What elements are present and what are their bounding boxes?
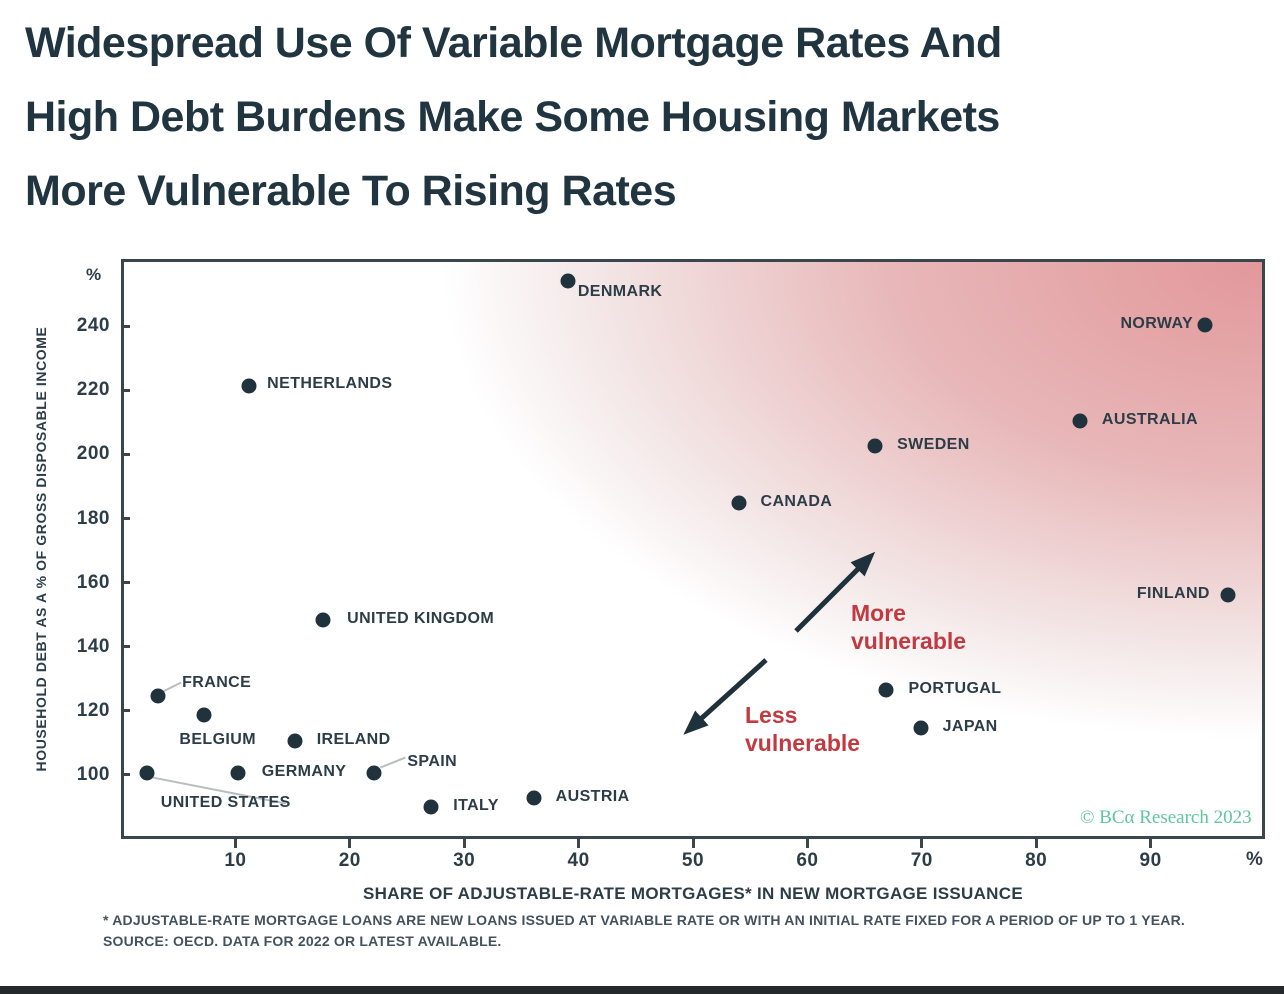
country-label: ITALY: [453, 797, 499, 815]
x-tick-label: 20: [338, 850, 361, 871]
country-label: CANADA: [760, 493, 833, 511]
scatter-plot-area: DENMARK NORWAY NETHERLANDS AUSTRALIA SWEDEN C…: [121, 259, 1265, 839]
x-tick-label: 70: [910, 850, 933, 871]
data-point-france: [150, 688, 166, 704]
x-tick-mark: [920, 839, 924, 848]
data-point-united-kingdom: [315, 612, 331, 628]
x-axis-unit: %: [1246, 849, 1263, 870]
y-tick-mark: [121, 517, 130, 521]
x-tick-label: 60: [796, 850, 819, 871]
country-label: DENMARK: [577, 283, 663, 301]
x-tick-label: 50: [681, 850, 705, 871]
y-tick-mark: [121, 388, 130, 392]
y-tick-label: 120: [76, 699, 110, 721]
country-label: UNITED STATES: [160, 793, 291, 811]
y-tick-label: 100: [76, 763, 110, 785]
x-tick-label: 40: [567, 850, 590, 871]
country-label: SPAIN: [407, 752, 458, 770]
y-tick-mark: [121, 645, 130, 649]
headline-line-2: High Debt Burdens Make Some Housing Mark…: [25, 93, 1000, 141]
y-tick-mark: [121, 773, 130, 777]
label-connector-line: [152, 776, 286, 805]
more-vulnerable-label: More vulnerable: [851, 600, 967, 654]
country-label: IRELAND: [316, 730, 391, 748]
country-label: UNITED KINGDOM: [347, 610, 495, 628]
data-point-germany: [230, 765, 246, 781]
data-point-spain: [366, 765, 382, 781]
y-tick-label: 160: [76, 571, 110, 593]
country-label: FRANCE: [182, 674, 252, 692]
country-label: GERMANY: [261, 762, 347, 780]
country-label: AUSTRIA: [555, 787, 630, 805]
footnote-definition: * ADJUSTABLE-RATE MORTGAGE LOANS ARE NEW…: [103, 912, 1186, 928]
country-label: BELGIUM: [179, 731, 256, 749]
data-point-austria: [526, 790, 542, 806]
y-tick-label: 200: [76, 443, 110, 465]
x-tick-mark: [577, 839, 581, 848]
x-axis-title: SHARE OF ADJUSTABLE-RATE MORTGAGES* IN N…: [363, 884, 1023, 903]
y-tick-label: 140: [76, 635, 110, 657]
y-tick-mark: [121, 709, 130, 713]
bottom-divider-bar: [0, 986, 1284, 994]
data-point-united-states: [139, 765, 155, 781]
data-point-finland: [1220, 587, 1236, 603]
country-label: NORWAY: [1120, 315, 1194, 333]
data-point-denmark: [560, 273, 576, 289]
chart-headline: Widespread Use Of Variable Mortgage Rate…: [25, 6, 1245, 228]
data-point-australia: [1072, 413, 1088, 429]
country-label: NETHERLANDS: [267, 374, 393, 392]
headline-line-1: Widespread Use Of Variable Mortgage Rate…: [25, 19, 1002, 67]
annotation-arrows-layer: [152, 551, 876, 805]
x-tick-mark: [691, 839, 695, 848]
country-label: JAPAN: [942, 718, 998, 736]
x-tick-mark: [1149, 839, 1153, 848]
y-tick-label: 240: [76, 315, 110, 337]
y-tick-mark: [121, 581, 130, 585]
y-tick-mark: [121, 452, 130, 456]
data-point-netherlands: [241, 378, 257, 394]
data-point-italy: [423, 799, 439, 815]
x-tick-mark: [1034, 839, 1038, 848]
more-vulnerable-arrow: [794, 551, 876, 633]
data-point-japan: [913, 720, 929, 736]
headline-line-3: More Vulnerable To Rising Rates: [25, 167, 677, 215]
x-tick-mark: [462, 839, 466, 848]
x-tick-label: 30: [453, 850, 476, 871]
x-tick-label: 90: [1139, 850, 1162, 871]
label-connector-line: [162, 681, 182, 693]
y-tick-mark: [121, 324, 130, 328]
x-tick-mark: [348, 839, 352, 848]
x-tick-mark: [233, 839, 237, 848]
y-tick-label: 180: [76, 507, 110, 529]
data-point-canada: [731, 495, 747, 511]
x-tick-mark: [805, 839, 809, 848]
y-axis-unit: %: [86, 265, 102, 284]
data-point-norway: [1197, 317, 1213, 333]
source-credit: © BCα Research 2023: [1080, 807, 1252, 828]
data-point-portugal: [878, 682, 894, 698]
footnote-source: SOURCE: OECD. DATA FOR 2022 OR LATEST AV…: [103, 933, 502, 949]
y-tick-label: 220: [76, 379, 110, 401]
label-connector-line: [379, 756, 406, 769]
y-axis-title: HOUSEHOLD DEBT AS A % OF GROSS DISPOSABL…: [33, 326, 49, 772]
country-label: FINLAND: [1136, 584, 1210, 602]
x-tick-label: 10: [224, 850, 247, 871]
less-vulnerable-label: Less vulnerable: [745, 702, 861, 756]
data-point-sweden: [867, 438, 883, 454]
x-tick-label: 80: [1025, 850, 1048, 871]
country-label: AUSTRALIA: [1101, 410, 1198, 428]
less-vulnerable-arrow: [683, 658, 768, 735]
country-label: SWEDEN: [897, 435, 970, 453]
data-point-ireland: [287, 733, 303, 749]
data-point-belgium: [196, 707, 212, 723]
country-label: PORTUGAL: [908, 680, 1002, 698]
